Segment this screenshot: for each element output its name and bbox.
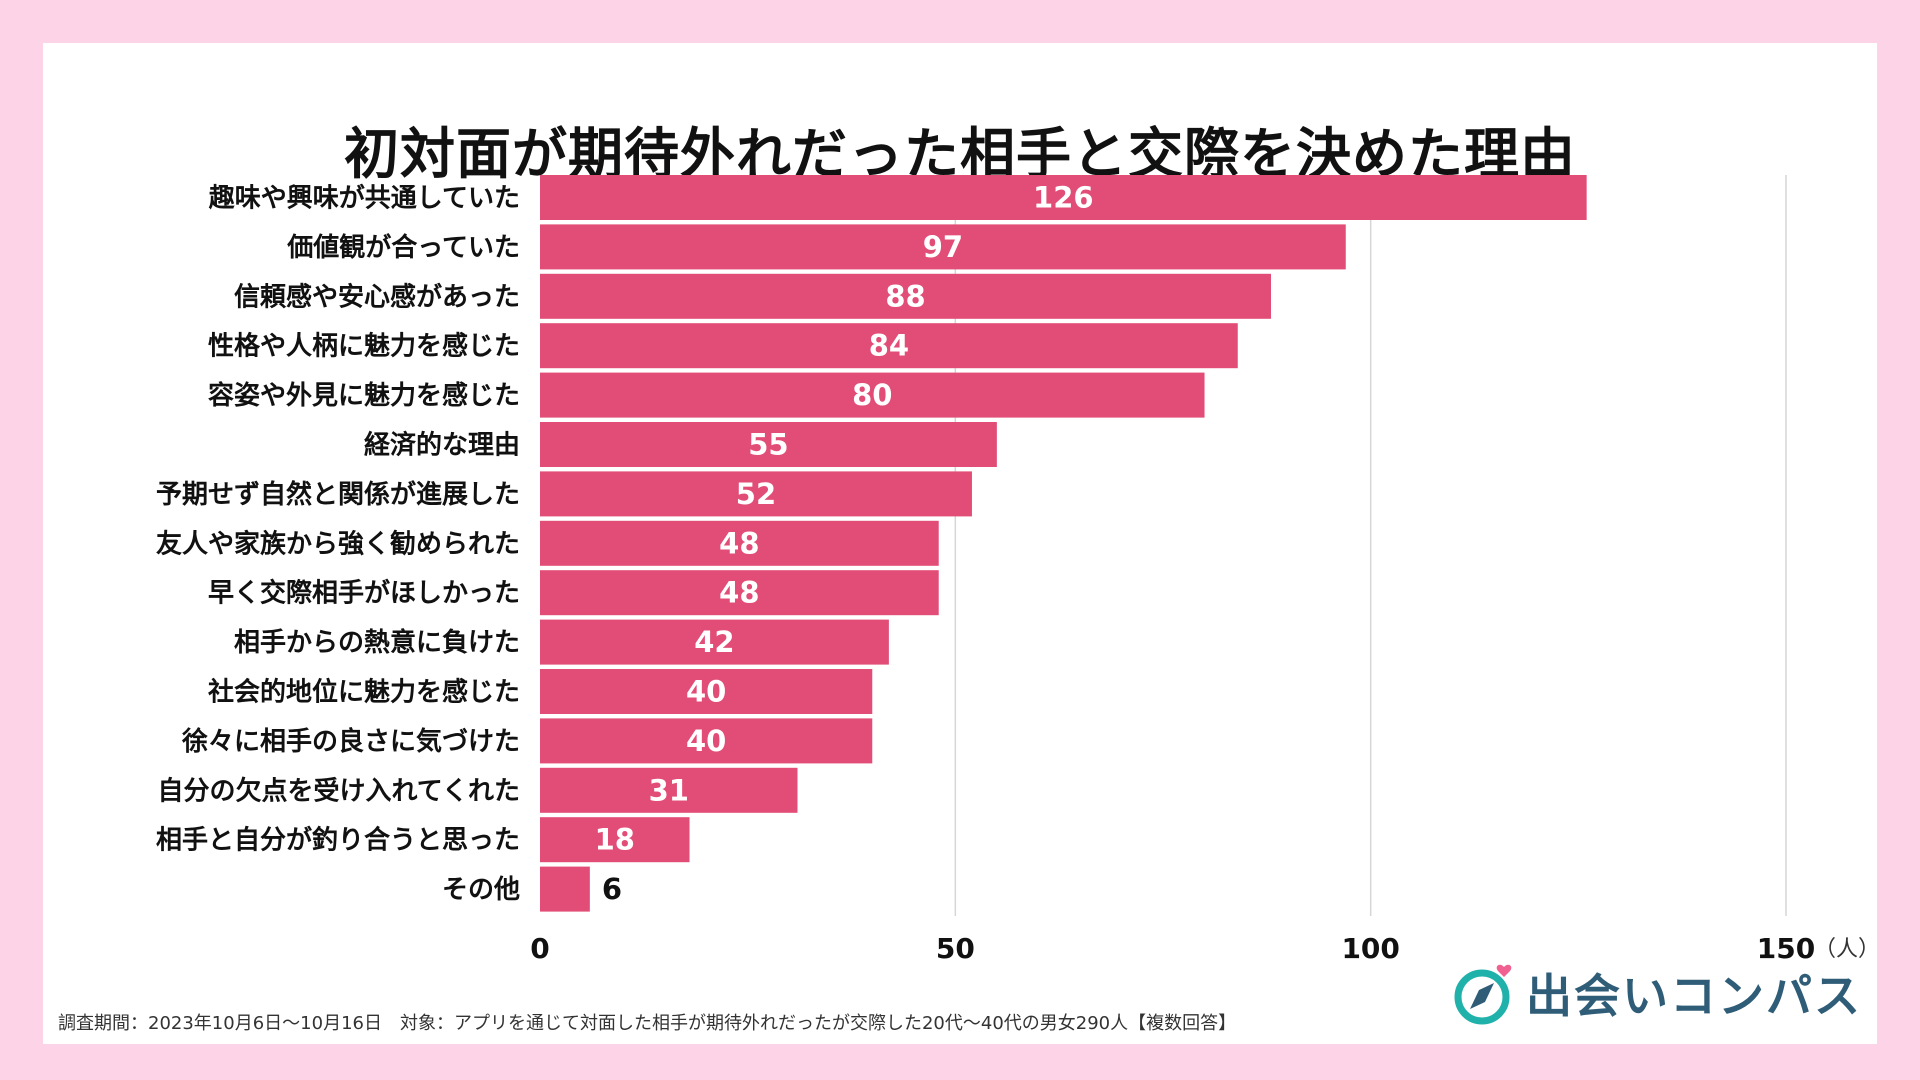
category-label-2: 信頼感や安心感があった	[234, 281, 520, 312]
value-label-6: 52	[736, 477, 776, 511]
x-tick-label-0: 0	[530, 932, 549, 965]
value-label-10: 40	[686, 675, 726, 709]
bar-5	[540, 422, 997, 467]
value-label-13: 18	[595, 823, 635, 857]
value-label-5: 55	[748, 428, 788, 462]
category-label-14: その他	[442, 875, 520, 905]
bar-0	[540, 175, 1587, 220]
bar-10	[540, 669, 873, 714]
category-label-3: 性格や人柄に魅力を感じた	[208, 331, 520, 362]
x-tick-label-100: 100	[1341, 932, 1399, 965]
value-label-4: 80	[852, 378, 892, 412]
x-tick-label-50: 50	[936, 932, 975, 965]
bar-1	[540, 224, 1346, 270]
bar-9	[540, 619, 889, 665]
bar-14	[540, 866, 590, 912]
value-label-11: 40	[686, 724, 726, 758]
bar-12	[540, 767, 798, 813]
value-label-7: 48	[719, 526, 759, 560]
bar-chart: 趣味や興味が共通していた 126 価値観が合っていた 97 信頼感や安心感があった 88 性…	[156, 175, 1877, 965]
category-label-13: 相手と自分が釣り合うと思った	[156, 825, 520, 856]
bar-4	[540, 372, 1205, 418]
bar-2	[540, 273, 1271, 319]
category-label-5: 経済的な理由	[364, 430, 520, 461]
bar-7	[540, 520, 939, 566]
category-label-12: 自分の欠点を受け入れてくれた	[158, 775, 520, 806]
value-label-2: 88	[885, 279, 925, 313]
bar-13	[540, 817, 690, 863]
x-tick-label-150: 150	[1757, 932, 1815, 965]
value-label-14: 6	[602, 872, 622, 906]
value-label-12: 31	[649, 773, 689, 807]
category-label-4: 容姿や外見に魅力を感じた	[208, 380, 520, 411]
bar-6	[540, 471, 972, 517]
bar-3	[540, 323, 1238, 369]
bar-11	[540, 718, 873, 764]
survey-footnote: 調査期間：2023年10月6日～10月16日 対象：アプリを通じて対面した相手が…	[58, 1013, 1237, 1034]
brand-logo: 出会いコンパス	[1452, 960, 1862, 1026]
value-label-8: 48	[719, 576, 759, 610]
chart-card: 初対面が期待外れだった相手と交際を決めた理由 趣味や興味が共通していた 126 価値…	[43, 43, 1877, 1044]
compass-heart-icon	[1454, 964, 1512, 1025]
value-label-0: 126	[1033, 181, 1094, 215]
brand-name: 出会いコンパス	[1526, 969, 1862, 1023]
category-label-6: 予期せず自然と関係が進展した	[156, 479, 520, 510]
bar-8	[540, 570, 939, 616]
category-label-8: 早く交際相手がほしかった	[208, 578, 520, 609]
value-label-9: 42	[694, 625, 734, 659]
x-axis-unit: （人）	[1814, 937, 1877, 962]
category-label-0: 趣味や興味が共通していた	[208, 183, 520, 214]
category-label-7: 友人や家族から強く勧められた	[156, 528, 520, 559]
value-label-1: 97	[923, 230, 963, 264]
category-label-10: 社会的地位に魅力を感じた	[208, 677, 520, 708]
category-label-11: 徐々に相手の良さに気づけた	[181, 726, 520, 757]
category-label-9: 相手からの熱意に負けた	[234, 627, 520, 658]
category-label-1: 価値観が合っていた	[286, 232, 520, 263]
value-label-3: 84	[869, 329, 909, 363]
